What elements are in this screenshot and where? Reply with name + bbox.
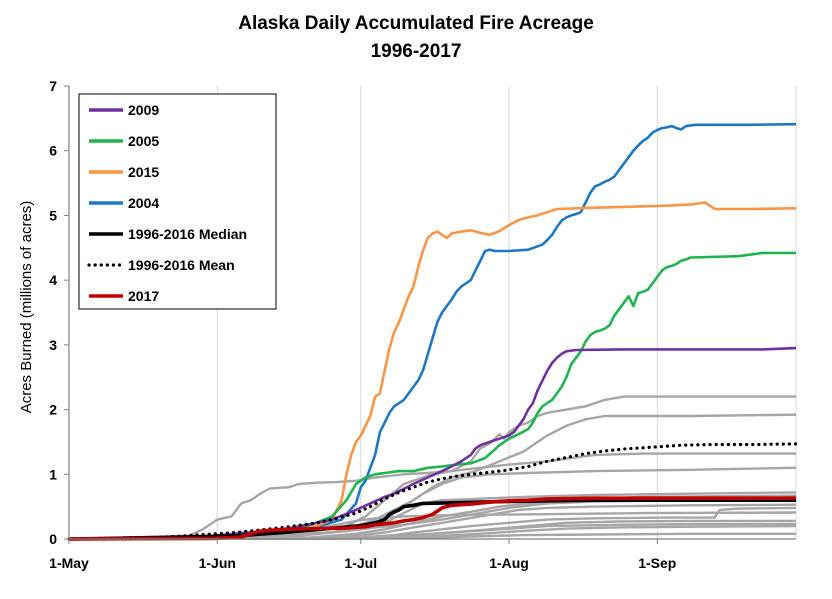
legend-label-1996-2016-mean: 1996-2016 Mean <box>128 257 235 273</box>
y-tick-label-5: 5 <box>49 207 57 223</box>
legend-label-1996-2016-median: 1996-2016 Median <box>128 226 247 242</box>
y-tick-label-1: 1 <box>49 466 57 482</box>
chart-title: Alaska Daily Accumulated Fire Acreage <box>238 13 594 34</box>
x-tick-label-1-jun: 1-Jun <box>199 555 236 571</box>
gray-year-line-7 <box>68 503 797 541</box>
y-tick-label-4: 4 <box>49 272 57 288</box>
highlighted-series <box>67 122 798 541</box>
legend-label-2017: 2017 <box>128 288 159 304</box>
series-line-2017 <box>68 496 796 541</box>
series-line-2015 <box>68 201 797 541</box>
series-line-2004 <box>68 122 797 541</box>
legend-label-2005: 2005 <box>128 133 159 149</box>
legend-label-2009: 2009 <box>128 102 159 118</box>
legend-label-2015: 2015 <box>128 164 159 180</box>
x-tick-label-1-may: 1-May <box>49 555 89 571</box>
gray-year-line-11 <box>68 532 796 541</box>
x-tick-label-1-aug: 1-Aug <box>489 555 529 571</box>
y-tick-label-3: 3 <box>49 337 57 353</box>
legend: 2009 2005 2015 2004 1996-2016 Median 1996-201… <box>78 93 277 310</box>
y-axis-label: Acres Burned (millions of acres) <box>18 201 35 414</box>
vertical-gridlines <box>216 86 797 539</box>
gray-year-line-2 <box>68 395 796 541</box>
series-line-2005 <box>68 251 796 541</box>
other-years-series <box>68 395 797 541</box>
axes: 0 1 2 3 4 5 6 7 1-May 1-Jun 1-Jul 1-Aug 1-Sep <box>49 78 796 571</box>
y-tick-label-6: 6 <box>49 143 57 159</box>
gray-year-line-14 <box>68 522 796 541</box>
x-tick-label-1-sep: 1-Sep <box>638 555 676 571</box>
x-tick-label-1-jul: 1-Jul <box>344 555 377 571</box>
chart-subtitle: 1996-2017 <box>371 41 462 62</box>
series-line-2009 <box>68 346 797 541</box>
y-tick-label-7: 7 <box>49 78 57 94</box>
y-tick-label-0: 0 <box>49 531 57 547</box>
y-tick-label-2: 2 <box>49 402 57 418</box>
legend-label-2004: 2004 <box>128 195 159 211</box>
series-line-1996-2016-mean <box>67 442 798 541</box>
